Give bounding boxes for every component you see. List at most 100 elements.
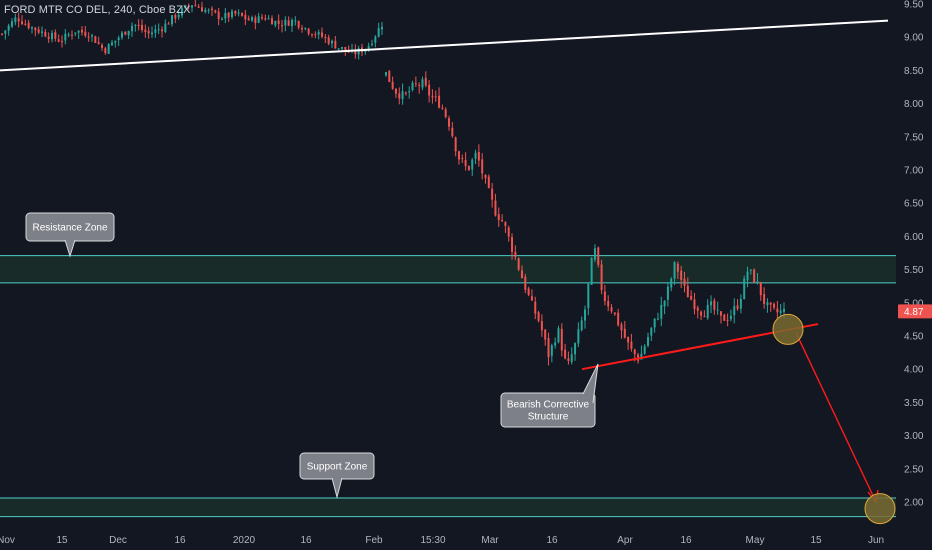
- candle: [673, 261, 676, 285]
- candle: [418, 82, 421, 94]
- zone-support[interactable]: [0, 497, 896, 518]
- candle-body: [746, 271, 749, 281]
- candle: [660, 296, 663, 327]
- candle-body: [706, 304, 709, 319]
- candle-body: [267, 18, 270, 20]
- candle-body: [676, 263, 679, 272]
- candle-body: [87, 36, 90, 38]
- candle-body: [477, 151, 480, 161]
- candle: [726, 313, 729, 327]
- candle-body: [414, 83, 417, 85]
- zones-layer: [0, 255, 896, 518]
- candle: [241, 12, 243, 17]
- support-zone-callout[interactable]: Support Zone: [299, 452, 375, 499]
- time-tick-label: Dec: [109, 535, 127, 546]
- candle-body: [700, 311, 703, 316]
- white-trendline[interactable]: [0, 19, 889, 72]
- candle-body: [600, 264, 603, 291]
- candle-body: [388, 70, 391, 82]
- candle-body: [438, 95, 441, 108]
- candle-body: [277, 20, 280, 24]
- candle: [647, 332, 650, 348]
- candle-body: [77, 30, 80, 33]
- time-tick-label: 15:30: [420, 535, 445, 546]
- zone-resistance[interactable]: [0, 255, 896, 284]
- callout-label: Support Zone: [307, 462, 368, 473]
- time-axis[interactable]: Nov 15 Dec 16 2020 16 Feb 15:30 Mar 16 Apr 16 May 15 J…: [0, 535, 884, 546]
- candle-body: [481, 159, 484, 174]
- candle: [593, 244, 596, 263]
- candle-body: [177, 14, 180, 18]
- candle-body: [91, 35, 93, 37]
- candle-body: [214, 10, 217, 13]
- candle-body: [164, 23, 167, 32]
- candle-body: [104, 48, 107, 54]
- candle: [271, 15, 273, 25]
- candle: [121, 30, 123, 40]
- target-point-circle[interactable]: [864, 493, 896, 525]
- candle-body: [24, 23, 27, 25]
- candle-body: [663, 300, 666, 307]
- candle: [287, 16, 290, 27]
- candle: [251, 15, 253, 23]
- candle-body: [221, 18, 223, 20]
- candle: [317, 29, 320, 40]
- price-axis[interactable]: 9.50 9.00 8.50 8.00 7.50 7.00 6.50 6.00 5.50 5.00…: [898, 0, 932, 509]
- candle: [680, 265, 683, 288]
- callout-label: Structure: [528, 412, 569, 423]
- candle-body: [763, 294, 766, 304]
- current-price-label: 4.87: [904, 307, 924, 318]
- candle: [693, 292, 696, 315]
- candle: [600, 259, 603, 295]
- time-tick-label: 15: [810, 535, 822, 546]
- candle-body: [344, 46, 347, 51]
- candle: [304, 27, 307, 31]
- projection-arrow-line[interactable]: [795, 332, 877, 503]
- candle-body: [194, 5, 197, 7]
- candle-body: [584, 309, 586, 321]
- resistance-zone-callout[interactable]: Resistance Zone: [25, 212, 115, 258]
- candle: [441, 104, 444, 110]
- candle-body: [134, 24, 137, 26]
- candle-body: [81, 29, 83, 33]
- candle-body: [603, 291, 606, 302]
- candle: [274, 20, 277, 28]
- candle: [398, 87, 401, 105]
- candle-body: [424, 77, 427, 86]
- symbol-title: FORD MTR CO DEL, 240, Cboe BZX: [4, 4, 191, 16]
- candle-body: [776, 308, 779, 313]
- candle-body: [487, 176, 490, 188]
- trendlines-layer: [0, 19, 896, 525]
- candle-body: [385, 72, 387, 76]
- candle: [630, 333, 633, 352]
- candle-body: [683, 278, 686, 286]
- candle: [247, 15, 250, 21]
- candle: [560, 323, 563, 357]
- candle: [769, 302, 772, 312]
- candle: [74, 32, 77, 37]
- candle-body: [451, 127, 454, 137]
- candle-body: [550, 345, 553, 356]
- price-tick-label: 5.00: [904, 298, 924, 309]
- candle-body: [234, 10, 237, 14]
- candle: [61, 35, 63, 48]
- candle: [564, 343, 567, 360]
- candle-body: [31, 27, 33, 29]
- candle-body: [537, 312, 540, 321]
- candle-body: [759, 281, 762, 296]
- candle: [504, 221, 507, 233]
- candle: [719, 310, 722, 324]
- candle-body: [101, 44, 103, 48]
- callouts-layer: Resistance Zone Bearish CorrectiveStructu…: [25, 212, 599, 499]
- candle-body: [564, 349, 567, 359]
- breakdown-point-circle[interactable]: [772, 313, 804, 345]
- candle-body: [660, 304, 663, 319]
- candle: [114, 40, 117, 48]
- candle: [607, 295, 610, 312]
- candle: [124, 31, 127, 36]
- candle: [154, 24, 157, 38]
- candle-body: [769, 302, 772, 305]
